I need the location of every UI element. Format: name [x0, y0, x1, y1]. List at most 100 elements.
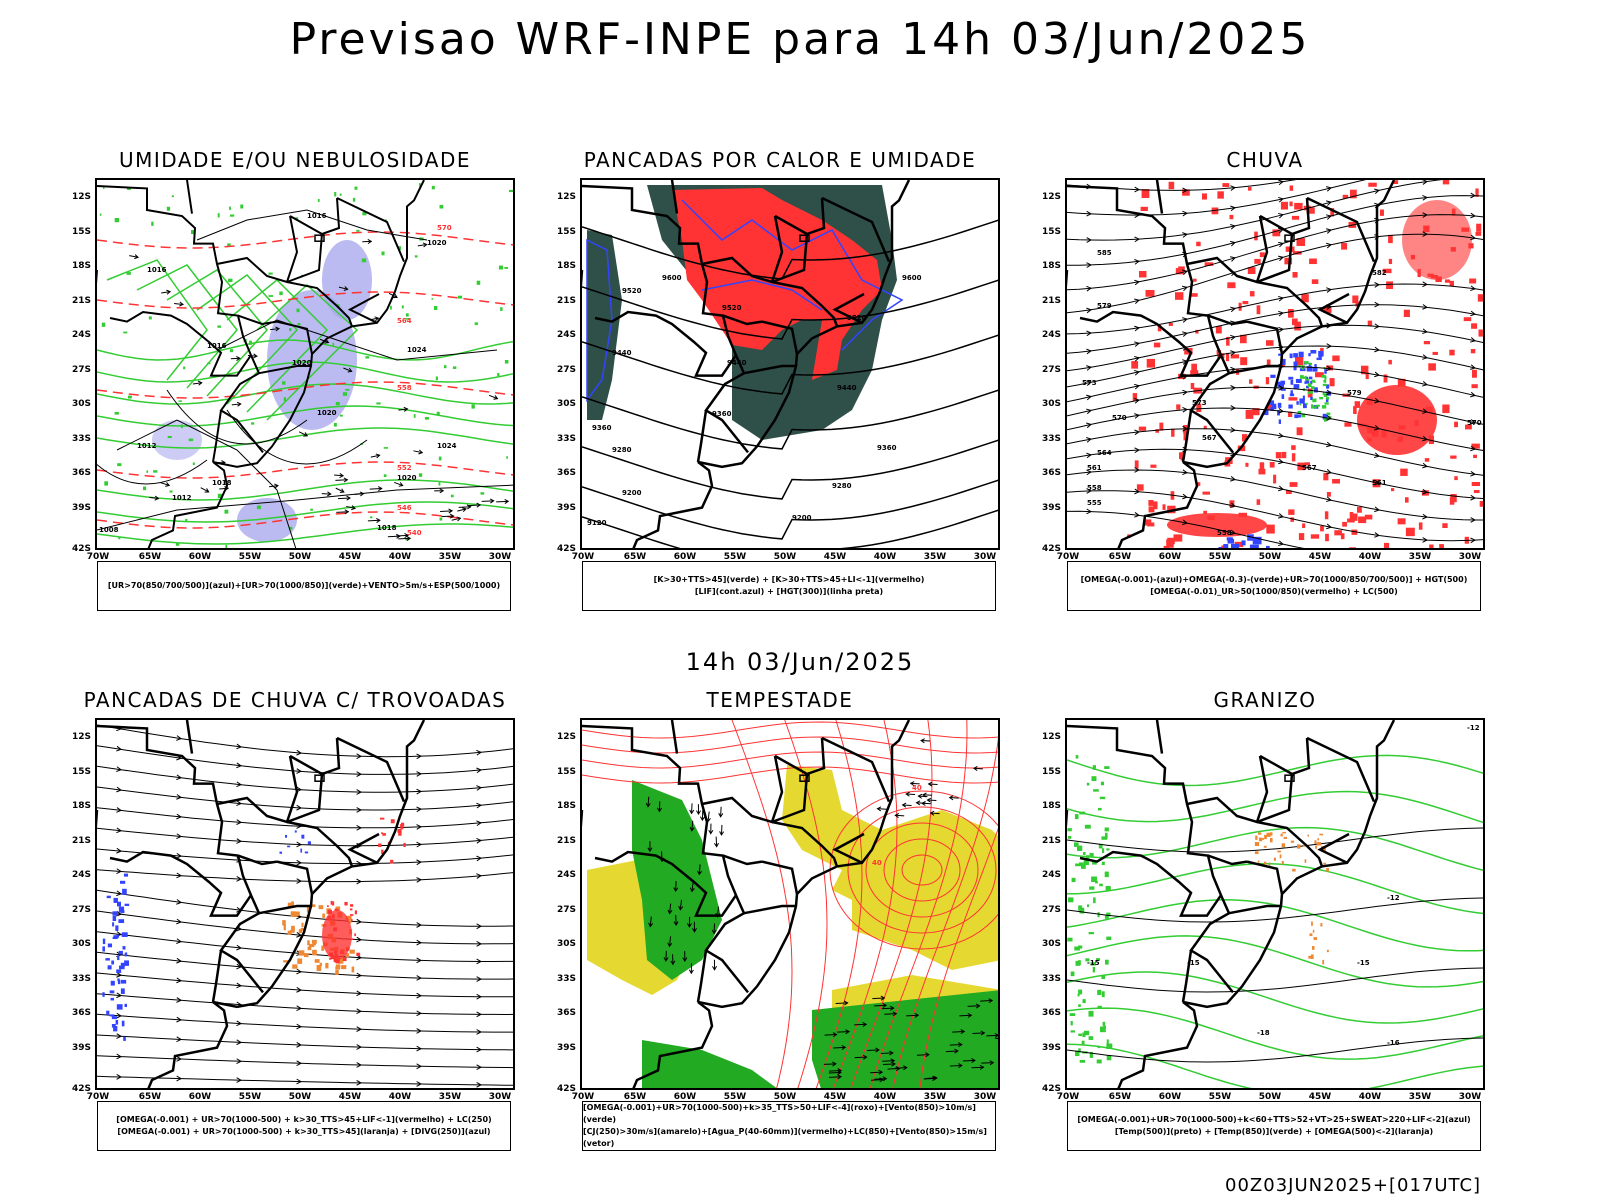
omega-500-area-orange: [1268, 862, 1271, 867]
political-border: [286, 281, 353, 327]
rain-area-red: [1190, 370, 1199, 377]
temp-500-label: -12: [1467, 724, 1480, 732]
storm-area-orange: [309, 943, 315, 948]
rain-area-red: [1159, 422, 1164, 431]
map-canvas: 5855795735705675645615585555795705675615…: [1067, 180, 1483, 548]
wind-vector: [880, 1052, 893, 1055]
rain-area-red: [1249, 379, 1253, 384]
divergence-area-blue: [287, 845, 291, 848]
humidity-fleck: [192, 462, 195, 465]
rain-area-red: [1326, 492, 1331, 497]
wind-vector-head: [927, 781, 933, 787]
wind-vector: [417, 244, 427, 247]
rain-area-red: [1400, 468, 1408, 476]
humidity-fleck: [439, 517, 443, 521]
rain-area-red: [1473, 490, 1480, 494]
wind-vector: [669, 903, 672, 914]
streamline-arrowhead: [356, 972, 363, 979]
streamline-arrowhead: [1086, 422, 1093, 429]
thickness-label: 564: [397, 317, 412, 325]
jet-stream-area-yellow: [782, 765, 998, 970]
streamline-arrowhead: [1326, 242, 1333, 249]
wind-vector-head: [960, 1029, 966, 1035]
storm-area-red: [344, 902, 348, 906]
political-border: [722, 854, 763, 866]
political-border: [211, 950, 223, 1003]
wind-vector: [870, 1071, 883, 1074]
map-humidity: 570 564 558 552 546 540 1016 1020 1016 1016 1020 10…: [95, 178, 515, 550]
wind-vector-head: [719, 831, 725, 836]
temp-850-fleck: [1106, 1043, 1113, 1050]
rain-area-red: [1379, 209, 1384, 216]
humidity-fleck: [117, 463, 122, 467]
y-tick-label: 30S: [1041, 399, 1061, 409]
rain-area-red: [1444, 279, 1450, 283]
streamline-arrowhead: [296, 1005, 303, 1012]
streamline-arrowhead: [416, 824, 423, 830]
wind-vector-head: [339, 488, 345, 493]
wind-vector-head: [889, 1050, 894, 1056]
storm-area-orange: [318, 905, 324, 910]
streamline-850: [832, 720, 898, 1088]
rain-area-red: [1405, 527, 1415, 537]
divergence-area-blue: [109, 1014, 115, 1017]
streamline-arrowhead: [1374, 323, 1381, 329]
streamline-arrowhead: [1230, 502, 1237, 509]
y-tick-label: 30S: [71, 399, 91, 409]
storm-area-orange: [283, 960, 289, 963]
rain-area-red: [1294, 321, 1301, 331]
temp-850-fleck: [1083, 1030, 1090, 1036]
political-border: [1317, 292, 1350, 324]
rain-area-red: [1429, 544, 1434, 548]
wind-vector-head: [994, 1033, 998, 1038]
divergence-area-blue: [112, 916, 117, 922]
wind-vector-head: [880, 995, 886, 1001]
wind-vector: [481, 500, 494, 502]
humidity-low-levels-contour: [97, 479, 513, 501]
divergence-area-blue: [119, 965, 125, 970]
rain-area-red: [1397, 518, 1406, 525]
wind-vector: [902, 804, 912, 806]
wind-vector: [270, 328, 280, 331]
rain-area-red: [1288, 411, 1293, 418]
wind-vector-head: [971, 1058, 976, 1064]
rain-area-red: [1308, 207, 1315, 214]
storm-area-orange: [301, 922, 304, 928]
streamline-arrowhead: [1086, 508, 1093, 515]
wind-vector: [874, 1078, 887, 1080]
streamline-850: [919, 827, 998, 1088]
rain-area-red: [1292, 318, 1298, 326]
wind-vector-head: [403, 406, 409, 412]
temp-850-fleck: [1067, 828, 1072, 832]
streamline-arrowhead: [416, 859, 423, 866]
wind-vector-head: [925, 1052, 930, 1058]
omega-500-area-orange: [1282, 831, 1286, 834]
rain-area-green: [1311, 386, 1315, 390]
streamline-arrowhead: [356, 936, 363, 943]
rain-area-red: [1222, 183, 1230, 187]
storm-area-orange: [349, 949, 355, 954]
divergence-area-blue: [117, 979, 121, 985]
streamline-arrowhead: [1278, 513, 1285, 519]
streamline-arrowhead: [1230, 405, 1237, 411]
streamline-arrowhead: [1470, 337, 1477, 343]
temp-850-fleck: [1071, 877, 1076, 883]
political-border: [286, 233, 323, 283]
streamline-arrowhead: [296, 749, 303, 756]
streamline-arrowhead: [416, 939, 423, 946]
height-label: 9360: [877, 444, 897, 452]
y-tick-label: 21S: [71, 295, 91, 306]
rain-area-red: [1259, 462, 1265, 470]
streamline-arrowhead: [116, 1033, 123, 1039]
political-border: [1079, 850, 1223, 917]
humidity-fleck: [169, 490, 173, 493]
rain-area-red: [1352, 295, 1359, 304]
temp-500-label: -16: [1387, 1039, 1400, 1047]
rain-area-red: [1145, 290, 1155, 297]
streamline-arrowhead: [1134, 369, 1141, 376]
rain-area-blue: [1314, 364, 1317, 368]
divergence-area-blue: [123, 1036, 126, 1041]
humidity-low-levels-contour: [97, 405, 513, 427]
wind-vector: [192, 382, 202, 385]
humidity-fleck: [146, 470, 149, 473]
